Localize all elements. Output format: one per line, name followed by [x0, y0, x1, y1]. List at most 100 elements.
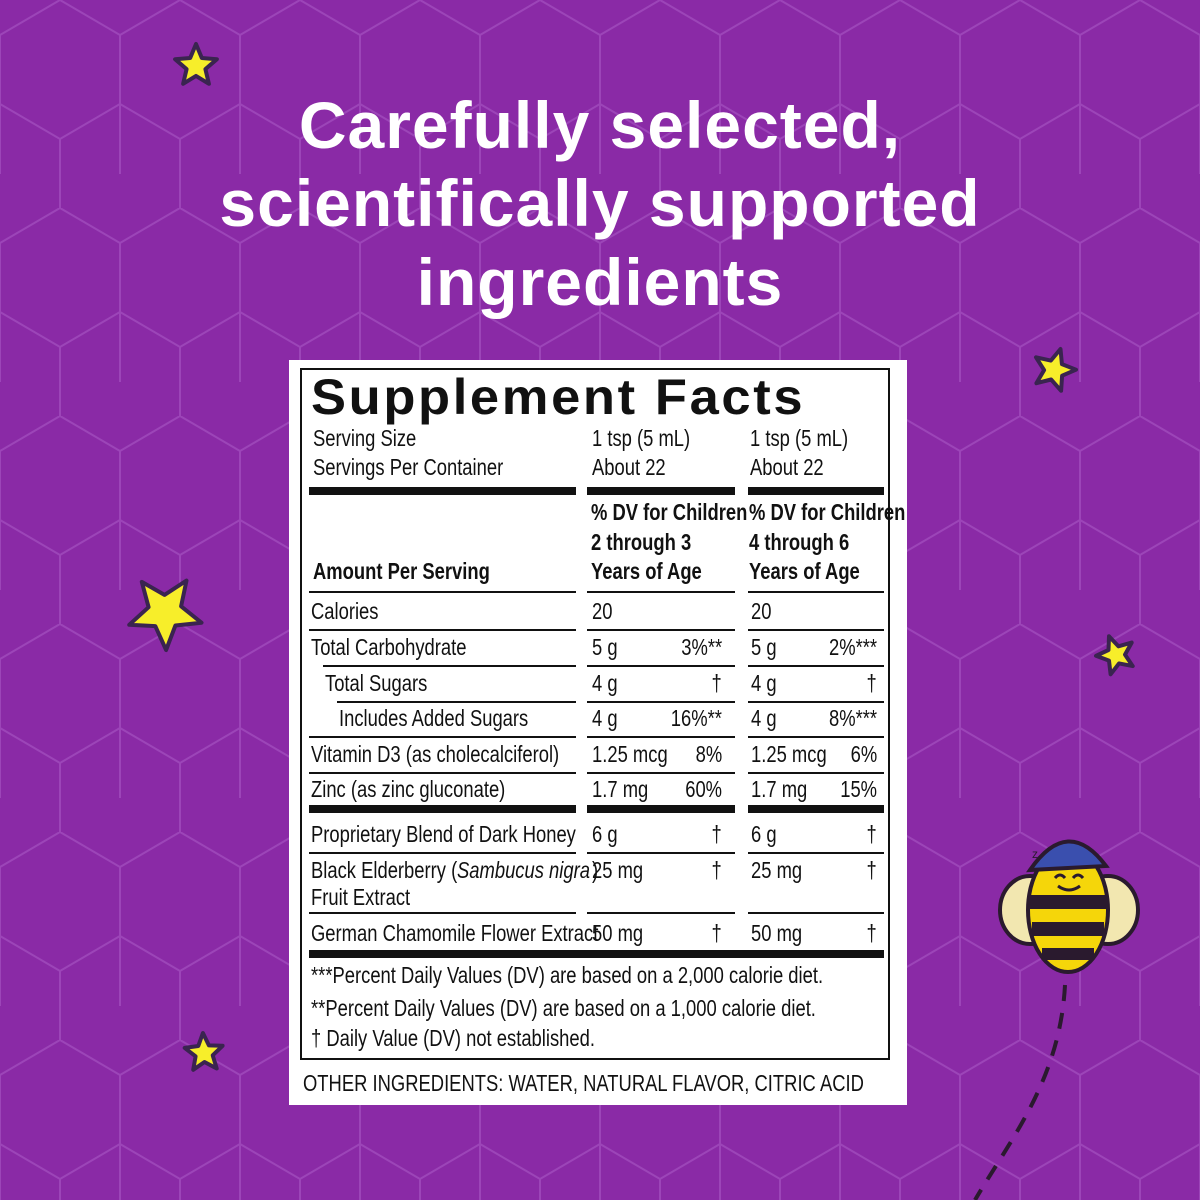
daily-value: † [711, 920, 722, 946]
rule [748, 772, 884, 774]
rule [587, 629, 735, 631]
daily-value: † [711, 670, 722, 696]
footnote: ***Percent Daily Values (DV) are based o… [311, 962, 824, 988]
daily-value: 8% [695, 741, 722, 767]
nutrient-name: Calories [311, 598, 379, 624]
amount-header: Amount Per Serving [313, 558, 490, 584]
daily-value: 15% [840, 776, 877, 802]
amount: 4 g [751, 670, 777, 696]
rule [748, 852, 884, 854]
rule [309, 736, 576, 738]
rule [309, 852, 576, 854]
nutrient-name: Black Elderberry ( [311, 857, 458, 883]
rule [587, 591, 735, 593]
daily-value: 6% [850, 741, 877, 767]
nutrient-name: Zinc (as zinc gluconate) [311, 776, 506, 802]
rule [748, 912, 884, 914]
rule [748, 591, 884, 593]
amount: 1.7 mg [592, 776, 649, 802]
daily-value: † [866, 821, 877, 847]
amount: 1.25 mcg [751, 741, 827, 767]
flight-path [973, 984, 1067, 1200]
amount: 5 g [751, 634, 777, 660]
star [1094, 634, 1135, 677]
rule [587, 487, 735, 495]
rule [309, 950, 884, 958]
amount: 20 [592, 598, 613, 624]
rule [587, 665, 735, 667]
amount: 5 g [592, 634, 618, 660]
rule [309, 805, 576, 813]
rule [309, 591, 576, 593]
daily-value: † [711, 857, 722, 883]
star [173, 42, 219, 86]
rule [748, 665, 884, 667]
rule [309, 487, 576, 495]
facts-panel [289, 360, 907, 1105]
daily-value: † [711, 821, 722, 847]
serving-label: Servings Per Container [313, 454, 504, 480]
nutrient-name: Total Sugars [325, 670, 428, 696]
bee: z [998, 839, 1140, 974]
headline: Carefully selected, [298, 88, 902, 162]
star [182, 1031, 225, 1072]
footnote: † Daily Value (DV) not established. [311, 1025, 595, 1051]
amount: 4 g [592, 705, 618, 731]
rule [587, 772, 735, 774]
serving-label: Serving Size [313, 425, 417, 451]
serving-value: 1 tsp (5 mL) [750, 425, 849, 451]
footnote: **Percent Daily Values (DV) are based on… [311, 995, 816, 1021]
rule [587, 805, 735, 813]
daily-value: 60% [685, 776, 722, 802]
facts-box [300, 368, 890, 1060]
other-ingredients: OTHER INGREDIENTS: WATER, NATURAL FLAVOR… [303, 1070, 864, 1096]
serving-value: About 22 [592, 454, 666, 480]
daily-value: † [866, 670, 877, 696]
nutrient-name: Proprietary Blend of Dark Honey [311, 821, 576, 847]
facts-title: Supplement Facts [311, 369, 806, 425]
nutrient-name: ) [592, 857, 599, 883]
rule [748, 487, 884, 495]
rule [337, 701, 576, 703]
svg-text:z: z [1032, 847, 1038, 861]
nutrient-name: Total Carbohydrate [311, 634, 467, 660]
amount: 20 [751, 598, 772, 624]
nutrient-name: Vitamin D3 (as cholecalciferol) [311, 741, 560, 767]
amount: 50 mg [751, 920, 803, 946]
nutrient-name: German Chamomile Flower Extract [311, 920, 599, 946]
serving-value: 1 tsp (5 mL) [592, 425, 691, 451]
rule [309, 629, 576, 631]
amount: 4 g [592, 670, 618, 696]
column-header: 4 through 6 [749, 529, 850, 555]
amount: 1.7 mg [751, 776, 808, 802]
amount: 6 g [751, 821, 777, 847]
rule [323, 665, 576, 667]
rule [587, 852, 735, 854]
headline: ingredients [416, 245, 784, 319]
rule [748, 805, 884, 813]
column-header: Years of Age [591, 558, 702, 584]
daily-value: 2%*** [828, 634, 877, 660]
nutrient-name: Includes Added Sugars [339, 705, 529, 731]
column-header: 2 through 3 [591, 529, 692, 555]
daily-value: † [866, 857, 877, 883]
nutrient-name: Sambucus nigra [457, 857, 591, 883]
amount: 25 mg [592, 857, 644, 883]
amount: 25 mg [751, 857, 803, 883]
rule [587, 736, 735, 738]
amount: 6 g [592, 821, 618, 847]
rule [748, 629, 884, 631]
daily-value: 16%** [670, 705, 722, 731]
column-header: Years of Age [749, 558, 860, 584]
daily-value: 8%*** [828, 705, 877, 731]
star [127, 578, 204, 652]
amount: 4 g [751, 705, 777, 731]
rule [748, 701, 884, 703]
daily-value: 3%** [681, 634, 722, 660]
rule [748, 736, 884, 738]
rule [309, 912, 576, 914]
serving-value: About 22 [750, 454, 824, 480]
rule [587, 912, 735, 914]
daily-value: † [866, 920, 877, 946]
